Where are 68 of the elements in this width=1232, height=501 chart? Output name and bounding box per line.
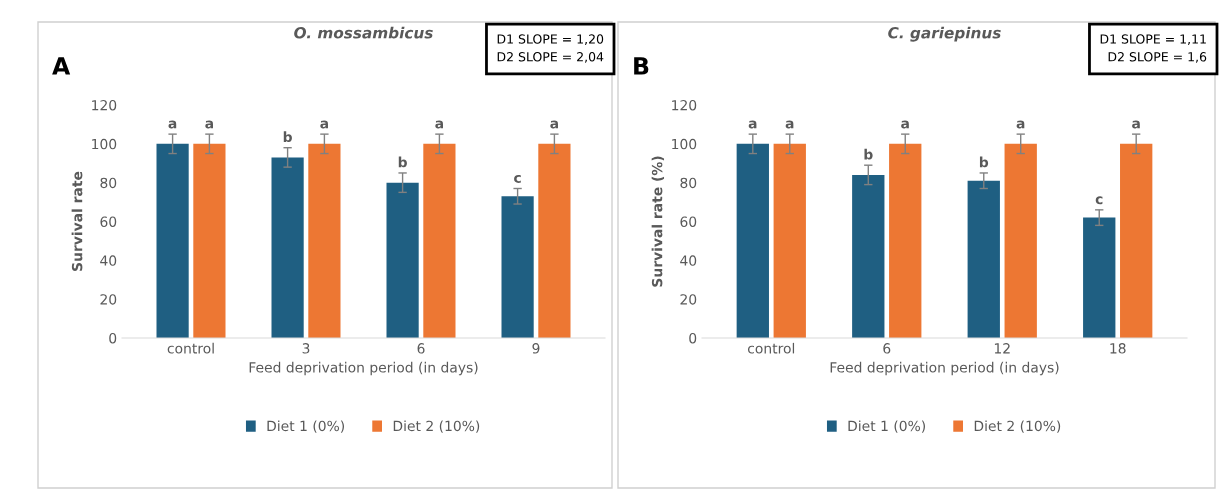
- bar: [852, 174, 885, 338]
- y-tick-label: 60: [680, 216, 697, 227]
- y-tick-label: 100: [672, 138, 697, 150]
- data-label: c: [514, 174, 521, 183]
- y-tick-label: 60: [100, 216, 117, 227]
- x-tick-label: 3: [302, 343, 310, 354]
- x-axis-title: Feed deprivation period (in days): [830, 361, 1059, 376]
- data-label: b: [979, 156, 989, 168]
- x-tick-label: 6: [417, 343, 425, 354]
- text: A: [52, 57, 71, 75]
- data-label: a: [435, 120, 443, 129]
- x-tick-label: control: [167, 342, 214, 354]
- data-label: a: [320, 120, 328, 129]
- data-label: a: [785, 120, 794, 129]
- bar: [889, 143, 922, 338]
- y-axis-title: Survival rate: [71, 171, 83, 271]
- y-tick-label: 120: [92, 99, 117, 111]
- data-label: b: [864, 148, 873, 160]
- bar: [193, 143, 226, 338]
- bar: [967, 180, 1000, 338]
- data-label: a: [748, 120, 757, 129]
- chart-title: C. gariepinus: [888, 26, 1001, 42]
- y-tick-label: 80: [100, 177, 117, 189]
- text: D1 SLOPE = 1,20 D2 SLOPE = 2,04: [497, 34, 604, 63]
- y-tick-label: 0: [689, 332, 697, 344]
- y-tick-label: 0: [109, 332, 117, 344]
- bar: [501, 196, 534, 338]
- data-label: a: [550, 120, 558, 129]
- bar: [386, 182, 419, 338]
- y-tick-label: 80: [680, 177, 697, 189]
- x-tick-label: 6: [883, 343, 891, 354]
- y-tick-label: 40: [100, 255, 117, 266]
- bar: [423, 143, 456, 338]
- y-tick-label: 20: [680, 294, 697, 305]
- data-label: a: [901, 120, 909, 129]
- bar: [271, 157, 304, 338]
- legend-label: Diet 2 (10%): [974, 420, 1061, 433]
- bar: [538, 143, 571, 338]
- y-tick-label: 40: [680, 255, 697, 266]
- legend-label: Diet 1 (0%): [848, 420, 925, 433]
- bar: [1083, 217, 1116, 338]
- y-tick-label: 20: [100, 294, 117, 305]
- data-label: c: [1095, 196, 1103, 205]
- data-label: b: [398, 156, 407, 168]
- legend-label: Diet 2 (10%): [393, 420, 480, 433]
- data-label: a: [1016, 120, 1025, 129]
- bar: [1004, 143, 1037, 338]
- data-label: b: [283, 131, 292, 143]
- data-label: a: [205, 120, 213, 129]
- x-tick-label: control: [747, 342, 795, 354]
- bar: [1120, 143, 1153, 338]
- bar: [156, 143, 189, 338]
- bar: [736, 143, 769, 338]
- text: B: [634, 57, 649, 75]
- legend-label: Diet 1 (0%): [267, 420, 344, 433]
- bar: [773, 143, 806, 338]
- x-axis-title: Feed deprivation period (in days): [249, 361, 478, 376]
- data-label: a: [1132, 120, 1140, 129]
- y-tick-label: 120: [672, 99, 697, 111]
- x-tick-label: 12: [994, 343, 1010, 354]
- chart-title: O. mossambicus: [294, 26, 433, 39]
- y-tick-label: 100: [92, 138, 117, 150]
- y-axis-title: Survival rate (%): [651, 156, 665, 287]
- text: D1 SLOPE = 1,11 D2 SLOPE = 1,6: [1100, 34, 1207, 63]
- data-label: a: [168, 120, 177, 129]
- bar: [308, 143, 341, 338]
- x-tick-label: 9: [532, 343, 540, 354]
- x-tick-label: 18: [1110, 343, 1126, 354]
